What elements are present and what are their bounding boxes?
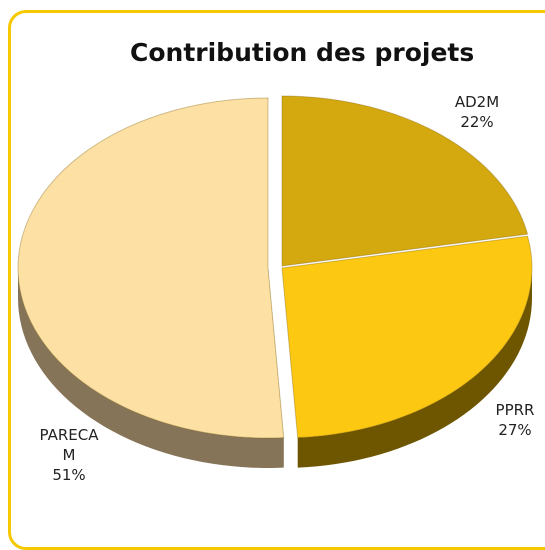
slice-label: AD2M 22% <box>452 92 502 132</box>
category-label: AD2M <box>454 93 500 111</box>
value-label: 22% <box>460 113 494 131</box>
value-label: 27% <box>498 421 532 439</box>
slice <box>281 95 529 267</box>
chart: Contribution des projets AD2M 22% PPRR 2… <box>8 10 545 550</box>
chart-title: Contribution des projets <box>130 38 475 67</box>
slice-side <box>18 268 284 468</box>
slice-side <box>297 268 532 468</box>
slice <box>17 97 285 439</box>
category-label: PARECAM <box>39 426 99 464</box>
slice <box>281 235 533 439</box>
category-label: PPRR <box>495 401 535 419</box>
pie-plot <box>17 95 533 468</box>
value-label: 51% <box>52 466 86 484</box>
slice-label: PARECAM 51% <box>38 425 100 485</box>
slice-label: PPRR 27% <box>490 400 540 440</box>
